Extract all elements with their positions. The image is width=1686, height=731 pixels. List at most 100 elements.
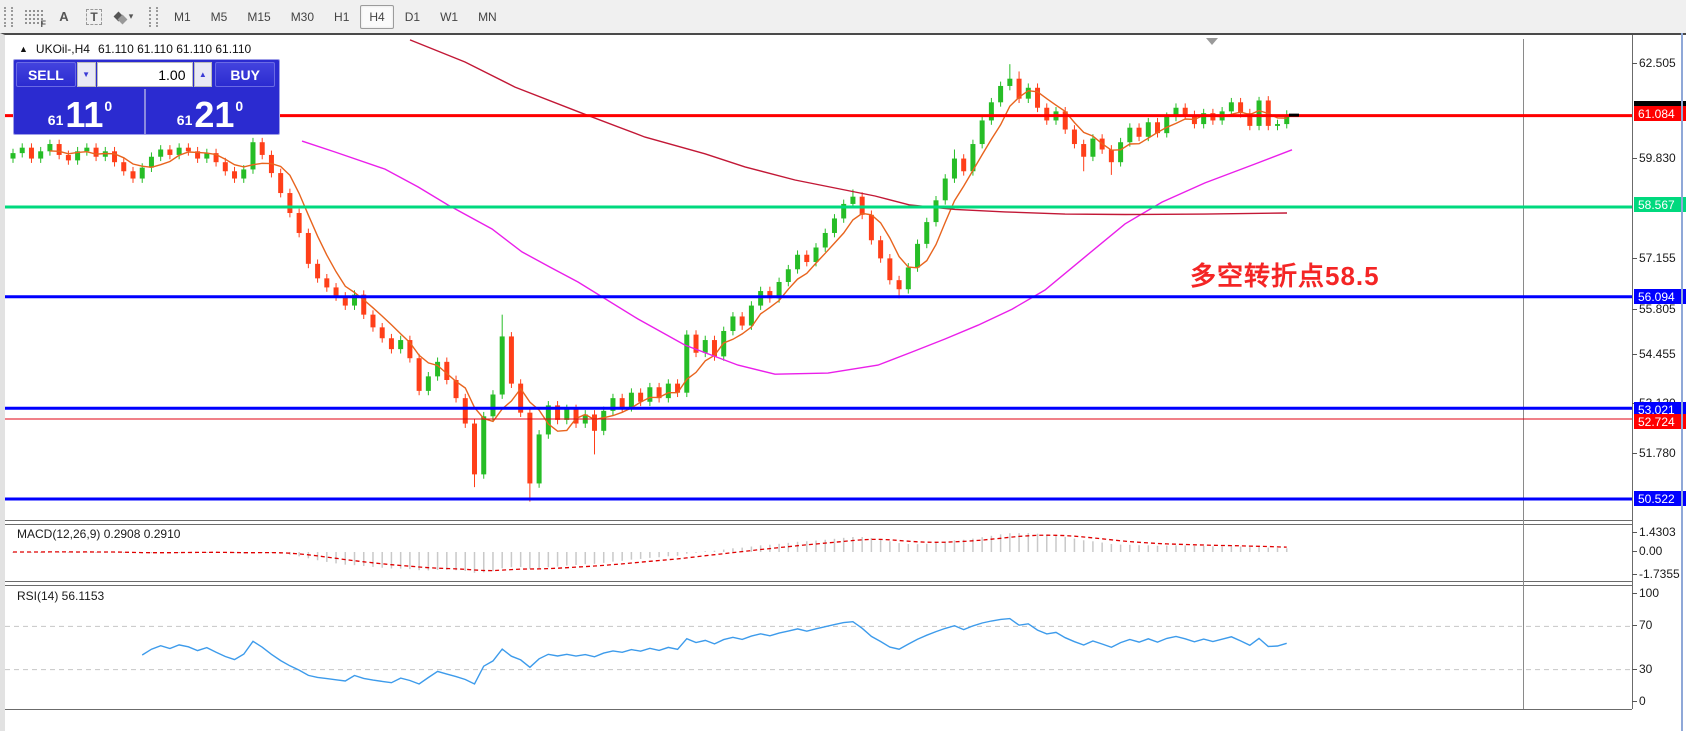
one-click-trading-panel: SELL ▼ ▲ BUY 61 11 0 61 21 0: [13, 59, 280, 135]
current-price-marker: [1634, 101, 1686, 107]
candle-body: [1071, 129, 1077, 145]
volume-increase-button[interactable]: ▲: [193, 62, 213, 87]
candle-body: [1016, 78, 1022, 99]
macd-pane-surface[interactable]: [5, 525, 1635, 581]
cycles-tool-button[interactable]: F: [20, 4, 48, 30]
symbol-marker-icon: ▲: [19, 44, 28, 54]
macd-histogram-bar: [1230, 546, 1233, 552]
timeframe-button-m1[interactable]: M1: [174, 9, 191, 24]
candle-body: [1256, 100, 1262, 126]
sell-price-prefix: 61: [47, 112, 64, 128]
price-badge: 52.724: [1634, 414, 1686, 429]
macd-histogram-bar: [1129, 544, 1131, 552]
macd-histogram-bar: [1119, 544, 1122, 552]
macd-histogram-bar: [1193, 545, 1196, 552]
candle-body: [1182, 107, 1188, 116]
timeframe-button-h1[interactable]: H1: [334, 9, 350, 24]
macd-histogram-bar: [455, 552, 457, 571]
candle-body: [739, 316, 745, 326]
macd-histogram-bar: [972, 538, 974, 552]
timeframe-button-mn[interactable]: MN: [478, 9, 497, 24]
shapes-tool-button[interactable]: ▾: [110, 4, 138, 30]
macd-histogram-bar: [815, 540, 817, 552]
candle-body: [204, 153, 210, 159]
candle-body: [490, 394, 496, 417]
sell-button[interactable]: SELL: [16, 62, 76, 87]
candle-body: [241, 169, 247, 179]
candle-body: [905, 267, 911, 290]
macd-histogram-bar: [418, 552, 420, 571]
buy-price-prefix: 61: [176, 112, 193, 128]
font-tool-button[interactable]: A: [50, 4, 78, 30]
rsi-axis-label: 70: [1631, 618, 1653, 633]
candle-body: [776, 281, 782, 299]
text-label-tool-button[interactable]: T: [80, 4, 108, 30]
timeframe-bar: M1 M5 M15 M30 H1 H4 D1 W1 MN: [164, 4, 507, 29]
macd-histogram-bar: [990, 535, 993, 552]
candle-body: [545, 405, 551, 435]
macd-histogram-bar: [842, 537, 845, 552]
timeframe-button-d1[interactable]: D1: [404, 9, 421, 24]
macd-histogram-bar: [916, 544, 919, 552]
candle-body: [388, 338, 394, 350]
main-chart-surface[interactable]: [5, 38, 1635, 520]
candle-body: [868, 214, 874, 241]
timeframe-button-w1[interactable]: W1: [440, 9, 459, 24]
volume-decrease-button[interactable]: ▼: [76, 62, 96, 87]
rsi-pane-surface[interactable]: [5, 586, 1635, 709]
candle-body: [610, 398, 616, 411]
macd-histogram-bar: [39, 551, 42, 553]
chevron-down-icon: ▾: [128, 11, 134, 21]
candle-body: [1247, 113, 1253, 126]
macd-histogram-bar: [1018, 533, 1020, 552]
macd-histogram-bar: [547, 552, 550, 568]
candle-body: [444, 361, 450, 380]
macd-histogram-bar: [566, 552, 568, 566]
timeframe-button-h4[interactable]: H4: [360, 4, 394, 29]
candle-body: [167, 149, 173, 155]
candle-body: [841, 203, 847, 219]
macd-histogram-bar: [907, 544, 910, 552]
candle-body: [56, 144, 62, 155]
buy-button[interactable]: BUY: [215, 62, 275, 87]
window-right-edge: [1681, 33, 1683, 731]
timeframe-button-m15[interactable]: M15: [247, 9, 271, 24]
candle-body: [878, 240, 884, 259]
macd-histogram-bar: [686, 552, 688, 554]
candle-body: [425, 376, 431, 391]
price-tick-label: 59.830: [1632, 151, 1676, 165]
buy-price-button[interactable]: 61 21 0: [146, 89, 274, 134]
price-tick-label: 55.805: [1632, 302, 1676, 316]
sell-price-button[interactable]: 61 11 0: [16, 89, 146, 134]
timeframe-button-m30[interactable]: M30: [290, 9, 315, 24]
candle-body: [296, 213, 302, 233]
candle-body: [28, 147, 34, 159]
macd-histogram-bar: [123, 552, 125, 553]
candle-body: [1007, 78, 1013, 86]
macd-histogram-bar: [1101, 542, 1103, 552]
candle-body: [702, 340, 708, 353]
price-badge: 56.094: [1634, 289, 1686, 304]
timeframe-button-m5[interactable]: M5: [210, 9, 228, 24]
chart-shift-marker-icon[interactable]: [1206, 38, 1218, 45]
candle-body: [278, 173, 284, 194]
candle-body: [185, 147, 191, 152]
candle-body: [453, 379, 459, 399]
volume-input[interactable]: [96, 62, 193, 87]
macd-histogram-bar: [1110, 543, 1113, 552]
macd-histogram-bar: [1239, 546, 1242, 552]
macd-histogram-bar: [538, 552, 540, 569]
candle-body: [342, 296, 348, 306]
candle-body: [1284, 114, 1290, 125]
macd-signal-line: [13, 534, 1287, 572]
candle-body: [748, 305, 754, 326]
macd-histogram-bar: [409, 552, 411, 570]
toolbar-drag-handle[interactable]: [149, 6, 158, 27]
sell-price-big: 11: [65, 94, 104, 135]
macd-histogram-bar: [1249, 547, 1251, 552]
macd-histogram-bar: [1175, 545, 1177, 552]
macd-histogram-bar: [953, 540, 956, 552]
macd-histogram-bar: [344, 552, 347, 565]
toolbar-drag-handle[interactable]: [4, 6, 13, 27]
